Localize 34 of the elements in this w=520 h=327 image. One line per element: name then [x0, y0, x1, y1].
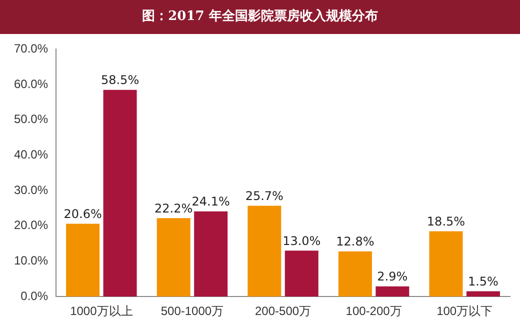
y-tick-label: 10.0% — [14, 254, 48, 268]
y-tick-label: 30.0% — [14, 182, 48, 197]
x-tick-label: 200-500万 — [254, 304, 312, 318]
data-label: 1.5% — [468, 274, 498, 288]
data-label: 22.2% — [154, 201, 193, 216]
y-tick-label: 70.0% — [14, 42, 48, 56]
y-tick-label: 20.0% — [14, 218, 48, 232]
bar — [429, 231, 463, 297]
x-tick-label: 100-200万 — [346, 304, 402, 318]
bar — [156, 218, 190, 297]
data-label: 18.5% — [426, 214, 466, 228]
bar — [103, 90, 137, 297]
data-label: 2.9% — [377, 269, 408, 284]
y-tick-label: 50.0% — [14, 112, 48, 126]
data-label: 20.6% — [64, 206, 102, 221]
bar — [338, 251, 372, 297]
bar — [284, 250, 318, 297]
x-tick-label: 500-1000万 — [160, 304, 224, 318]
y-tick-label: 60.0% — [14, 76, 48, 91]
data-label: 25.7% — [245, 188, 284, 203]
bar — [194, 211, 228, 297]
y-tick-label: 0.0% — [20, 288, 48, 303]
x-tick-label: 1000万以上 — [70, 304, 133, 318]
data-label: 13.0% — [282, 234, 321, 248]
bar — [376, 286, 410, 297]
bar — [248, 206, 282, 297]
chart-title: 图：2017 年全国影院票房收入规模分布 — [0, 0, 520, 34]
data-label: 12.8% — [336, 234, 374, 248]
bar — [66, 224, 100, 297]
bar — [466, 291, 500, 297]
data-label: 58.5% — [100, 72, 140, 87]
x-tick-label: 100万以下 — [436, 304, 493, 318]
y-tick-label: 40.0% — [14, 148, 48, 162]
data-label: 24.1% — [192, 194, 230, 209]
